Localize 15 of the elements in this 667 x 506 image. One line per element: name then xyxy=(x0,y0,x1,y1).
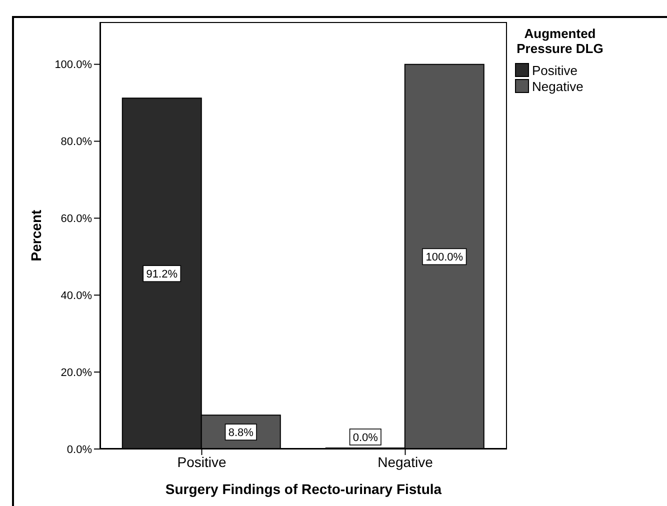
legend-title: Augmented Pressure DLG xyxy=(516,26,604,56)
y-tick-label: 40.0% xyxy=(60,290,92,302)
data-label: 0.0% xyxy=(352,432,378,444)
y-axis-title: Percent xyxy=(28,209,44,262)
legend-label: Negative xyxy=(532,78,584,94)
y-tick-label: 80.0% xyxy=(60,136,92,148)
x-axis-title: Surgery Findings of Recto-urinary Fistula xyxy=(165,481,442,497)
legend-label: Positive xyxy=(532,62,578,78)
y-tick-label: 100.0% xyxy=(54,59,92,72)
data-label: 100.0% xyxy=(426,252,464,264)
y-tick-label: 0.0% xyxy=(66,444,92,456)
y-tick-label: 20.0% xyxy=(60,366,92,379)
y-tick-label: 60.0% xyxy=(60,213,92,226)
data-label: 91.2% xyxy=(146,268,178,281)
data-label: 8.8% xyxy=(228,427,254,440)
